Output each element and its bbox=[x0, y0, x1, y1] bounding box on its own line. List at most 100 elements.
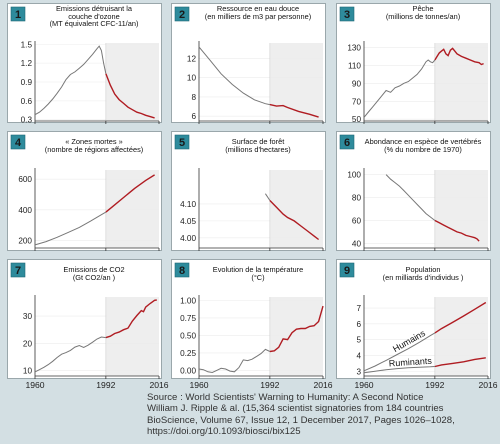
y-tick-label: 20 bbox=[23, 339, 33, 348]
y-tick-label: 0.9 bbox=[21, 78, 33, 87]
source-citation: Source : World Scientists' Warning to Hu… bbox=[147, 392, 499, 438]
chart-panel-2: 6 8 10 12 2 Ressource en eau douce(en millier… bbox=[171, 3, 326, 124]
series-line-after-1992 bbox=[269, 200, 320, 241]
panel-number-badge bbox=[339, 262, 355, 278]
panel-number: 6 bbox=[344, 137, 350, 149]
y-tick-label: 7 bbox=[356, 304, 361, 313]
y-tick-label: 70 bbox=[352, 97, 362, 106]
chart-panel-8: 0.00 0.25 0.50 0.75 1.00 1960 1992 2016 8 Evoluti… bbox=[171, 259, 333, 390]
series-line-before-1992 bbox=[34, 336, 106, 373]
y-tick-label: 5 bbox=[356, 336, 361, 345]
series-line-after-1992 bbox=[105, 299, 157, 339]
panel-number: 5 bbox=[179, 137, 185, 149]
chart-panel-5: 4.00 4.05 4.10 5 Surface de forêt(millions d… bbox=[171, 131, 326, 251]
x-tick-label: 1992 bbox=[425, 380, 444, 390]
series-line-before-1992 bbox=[34, 45, 107, 116]
y-tick-label: 80 bbox=[352, 194, 362, 203]
chart-title-line: Ressource en eau douce bbox=[217, 4, 299, 13]
y-tick-label: 1.2 bbox=[21, 59, 33, 68]
series-line-before-1992 bbox=[385, 174, 436, 221]
y-tick-label: 400 bbox=[18, 206, 32, 215]
series-line-before-1992 bbox=[363, 59, 436, 118]
x-tick-label: 1960 bbox=[189, 380, 208, 390]
panel-number-badge bbox=[10, 262, 26, 278]
chart-title-line: Surface de forêt bbox=[232, 137, 285, 146]
post-1992-shading bbox=[105, 297, 159, 376]
y-tick-label: 4.00 bbox=[180, 234, 196, 243]
chart-title-line: (millions de tonnes/an) bbox=[386, 12, 460, 21]
chart-panel-1: 0.3 0.6 0.9 1.2 1.5 1 Emissions détruisant lac… bbox=[7, 3, 162, 125]
y-tick-label: 50 bbox=[352, 115, 362, 124]
chart-title-line: Emissions détruisant la bbox=[56, 4, 133, 13]
x-tick-label: 1992 bbox=[96, 380, 115, 390]
post-1992-shading bbox=[105, 170, 159, 248]
series-line-before-1992 bbox=[34, 211, 107, 246]
panel-number: 7 bbox=[15, 265, 21, 277]
post-1992-shading bbox=[434, 43, 488, 121]
y-tick-label: 10 bbox=[23, 367, 33, 376]
y-tick-label: 100 bbox=[347, 171, 361, 180]
y-tick-label: 6 bbox=[191, 112, 196, 121]
y-tick-label: 4.10 bbox=[180, 200, 196, 209]
chart-title-line: « Zones mortes » bbox=[65, 137, 123, 146]
y-tick-label: 0.75 bbox=[180, 314, 196, 323]
chart-title-line: Pêche bbox=[413, 4, 434, 13]
series-line-after-1992 bbox=[434, 301, 487, 334]
series-line-before-1992 bbox=[363, 366, 435, 374]
y-tick-label: 600 bbox=[18, 175, 32, 184]
x-tick-label: 2016 bbox=[478, 380, 497, 390]
panel-number-badge bbox=[174, 134, 190, 150]
x-tick-label: 1960 bbox=[25, 380, 44, 390]
x-tick-label: 1960 bbox=[354, 380, 373, 390]
series-line-after-1992 bbox=[434, 219, 480, 242]
chart-title-line: Abondance en espèce de vertébrés bbox=[365, 137, 482, 146]
series-line-before-1992 bbox=[264, 193, 271, 201]
chart-title-line: Population bbox=[406, 265, 441, 274]
y-tick-label: 6 bbox=[356, 320, 361, 329]
chart-title-line: (millions d'hectares) bbox=[225, 145, 290, 154]
series-line-after-1992 bbox=[434, 357, 486, 368]
post-1992-shading bbox=[269, 43, 323, 121]
panel-number-badge bbox=[10, 134, 26, 150]
source-line-3: BioScience, Volume 67, Issue 12, 1 Decem… bbox=[147, 414, 455, 426]
panel-number-badge bbox=[10, 6, 26, 22]
series-line-after-1992 bbox=[269, 305, 324, 353]
series-line-before-1992 bbox=[198, 348, 271, 374]
source-line-2: William J. Ripple & al. (15,364 scientis… bbox=[147, 403, 444, 415]
panel-number-badge bbox=[174, 262, 190, 278]
panel-number: 8 bbox=[179, 265, 185, 277]
chart-panel-7: 10 20 30 1960 1992 2016 7 Emissions de CO2(Gt C… bbox=[7, 259, 169, 390]
y-tick-label: 0.6 bbox=[21, 97, 33, 106]
y-tick-label: 4 bbox=[356, 351, 361, 360]
source-line-1: Source : World Scientists' Warning to Hu… bbox=[147, 392, 424, 403]
y-tick-label: 10 bbox=[187, 74, 197, 83]
series-line-before-1992 bbox=[198, 46, 270, 106]
y-tick-label: 1.00 bbox=[180, 296, 196, 305]
chart-title-line: (en milliards d'individus ) bbox=[383, 273, 464, 282]
panel-number: 9 bbox=[344, 265, 350, 277]
panel-number-badge bbox=[339, 6, 355, 22]
panel-number-badge bbox=[174, 6, 190, 22]
series-line-after-1992 bbox=[105, 73, 155, 119]
chart-panel-6: 40 60 80 100 6 Abondance en espèce de vertébr… bbox=[336, 131, 491, 251]
panel-number: 2 bbox=[179, 9, 185, 21]
y-tick-label: 0.3 bbox=[21, 116, 33, 125]
y-tick-label: 3 bbox=[356, 367, 361, 376]
chart-title-line: (MT équivalent CFC-11/an) bbox=[50, 19, 139, 28]
y-tick-label: 130 bbox=[347, 43, 361, 52]
y-tick-label: 1.5 bbox=[21, 40, 33, 49]
panel-number: 4 bbox=[15, 137, 22, 149]
y-tick-label: 0.50 bbox=[180, 331, 196, 340]
post-1992-shading bbox=[269, 297, 323, 376]
y-tick-label: 12 bbox=[187, 54, 197, 63]
y-tick-label: 0.25 bbox=[180, 349, 196, 358]
chart-panel-4: 200 400 600 4 « Zones mortes »(nombre de rég… bbox=[7, 131, 162, 251]
series-line-after-1992 bbox=[105, 174, 155, 213]
y-tick-label: 60 bbox=[352, 216, 362, 225]
source-line-4: https://doi.org/10.1093/biosci/bix125 bbox=[147, 426, 301, 438]
y-tick-label: 40 bbox=[352, 239, 362, 248]
y-tick-label: 4.05 bbox=[180, 217, 196, 226]
chart-title-line: Evolution de la température bbox=[213, 265, 303, 274]
series-line-after-1992 bbox=[269, 103, 319, 118]
